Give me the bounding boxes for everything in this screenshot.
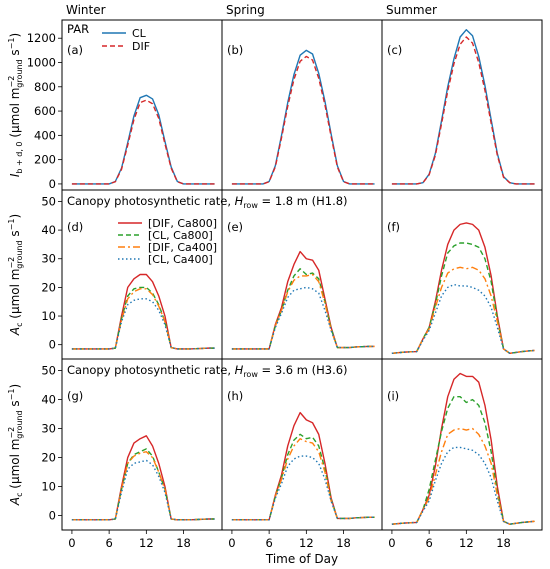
series-line-dif-ca400 — [231, 438, 375, 521]
series-line-cl-ca400 — [71, 298, 215, 350]
series-line-dif-ca400 — [391, 427, 535, 525]
panel-label: (c) — [387, 43, 402, 57]
series-line-cl-ca400 — [231, 455, 375, 521]
legend-label: CL — [132, 27, 147, 40]
series-line-dif — [71, 99, 215, 185]
panel-label: (a) — [67, 43, 83, 57]
series-line-cl-ca400 — [71, 459, 215, 521]
series-line-dif — [231, 55, 375, 185]
y-tick-label: 600 — [34, 104, 56, 118]
y-tick-label: 1200 — [27, 31, 56, 45]
y-tick-label: 40 — [41, 223, 56, 237]
series-line-cl-ca400 — [391, 283, 535, 354]
x-tick-label: 0 — [68, 536, 75, 550]
series-line-cl-ca400 — [231, 286, 375, 350]
series-line-dif-ca400 — [71, 451, 215, 521]
y-tick-label: 50 — [41, 194, 56, 208]
panel-frame — [221, 358, 383, 531]
y-tick-label: 0 — [49, 338, 56, 352]
series-line-cl-ca800 — [391, 395, 535, 525]
panel-label: (d) — [67, 220, 83, 234]
y-tick-label: 20 — [41, 280, 56, 294]
row-title: Canopy photosynthetic rate, Hrow = 1.8 m… — [67, 194, 348, 210]
series-line-cl-ca800 — [71, 448, 215, 521]
x-tick-label: 12 — [459, 536, 474, 550]
x-tick-label: 18 — [336, 536, 351, 550]
series-line-dif-ca400 — [231, 273, 375, 350]
x-tick-label: 6 — [105, 536, 112, 550]
series-line-dif-ca800 — [231, 250, 375, 350]
series-line-dif-ca800 — [71, 435, 215, 521]
y-tick-label: 30 — [41, 252, 56, 266]
series-line-cl-ca400 — [391, 446, 535, 525]
x-tick-label: 18 — [496, 536, 511, 550]
series-line-dif — [391, 36, 535, 185]
panel-label: (h) — [227, 389, 243, 403]
season-header-winter: Winter — [66, 3, 106, 17]
y-tick-label: 800 — [34, 80, 56, 94]
panel-label: (i) — [387, 389, 399, 403]
y-axis-label: Ib + d, 0 (μmol m−2ground s−1) — [7, 33, 24, 177]
x-tick-label: 12 — [139, 536, 154, 550]
row-tag: PAR — [67, 22, 89, 36]
row-title: Canopy photosynthetic rate, Hrow = 3.6 m… — [67, 363, 348, 379]
y-tick-label: 50 — [41, 364, 56, 378]
series-line-dif-ca400 — [391, 266, 535, 354]
panel-frame — [381, 358, 543, 531]
y-axis-label: Ac (μmol m−2ground s−1) — [7, 384, 24, 506]
panel-frame — [221, 19, 383, 191]
series-line-dif-ca800 — [231, 411, 375, 521]
panel-label: (g) — [67, 389, 83, 403]
x-axis-label: Time of Day — [265, 552, 338, 566]
y-tick-label: 10 — [41, 309, 56, 323]
y-tick-label: 400 — [34, 128, 56, 142]
series-line-dif-ca400 — [71, 288, 215, 350]
x-tick-label: 6 — [265, 536, 272, 550]
y-tick-label: 0 — [49, 177, 56, 191]
x-tick-label: 18 — [176, 536, 191, 550]
panel-label: (f) — [387, 220, 400, 234]
y-tick-label: 20 — [41, 451, 56, 465]
legend-label: [CL, Ca800] — [148, 229, 213, 242]
y-tick-label: 200 — [34, 153, 56, 167]
series-line-cl — [71, 94, 215, 185]
x-tick-label: 12 — [299, 536, 314, 550]
legend-label: DIF — [132, 40, 150, 53]
y-tick-label: 40 — [41, 393, 56, 407]
panel-frame — [61, 358, 223, 531]
legend-label: [DIF, Ca400] — [148, 241, 217, 254]
season-header-spring: Spring — [226, 3, 265, 17]
panel-frame — [381, 19, 543, 191]
season-header-summer: Summer — [386, 3, 437, 17]
series-line-cl — [231, 49, 375, 185]
panel-frame — [381, 189, 543, 360]
series-line-dif-ca800 — [71, 273, 215, 350]
y-tick-label: 30 — [41, 422, 56, 436]
legend-label: [CL, Ca400] — [148, 253, 213, 266]
y-tick-label: 1000 — [27, 56, 56, 70]
panel-label: (e) — [227, 220, 243, 234]
panel-frame — [221, 189, 383, 360]
series-line-cl-ca800 — [391, 242, 535, 354]
legend-label: [DIF, Ca800] — [148, 217, 217, 230]
series-line-cl — [391, 29, 535, 185]
x-tick-label: 0 — [228, 536, 235, 550]
y-axis-label: Ac (μmol m−2ground s−1) — [7, 214, 24, 336]
x-tick-label: 0 — [388, 536, 395, 550]
x-tick-label: 6 — [425, 536, 432, 550]
series-line-dif-ca800 — [391, 372, 535, 525]
y-tick-label: 10 — [41, 480, 56, 494]
series-line-cl-ca800 — [231, 268, 375, 350]
series-line-cl-ca800 — [231, 433, 375, 521]
series-line-cl-ca800 — [71, 286, 215, 350]
y-tick-label: 0 — [49, 509, 56, 523]
panel-label: (b) — [227, 43, 243, 57]
